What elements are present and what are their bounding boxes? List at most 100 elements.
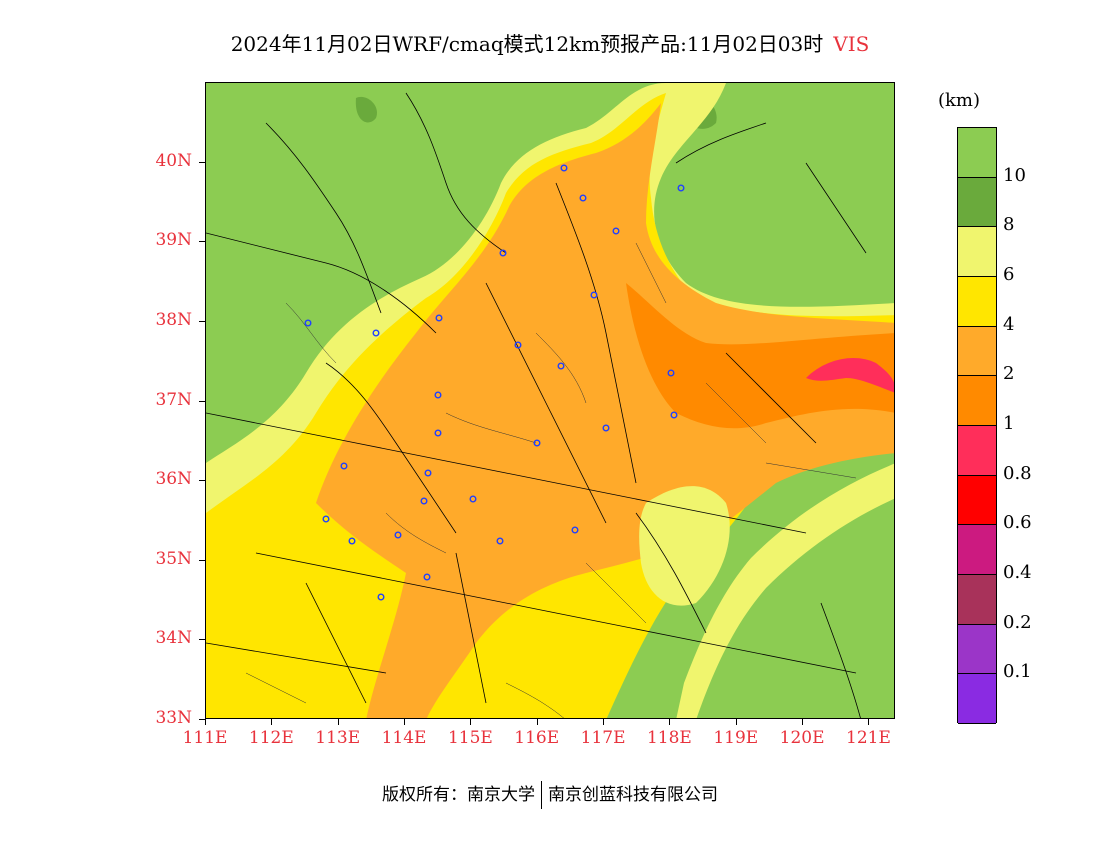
lat-label: 34N (155, 628, 192, 649)
city-marker (469, 495, 477, 503)
city-marker (435, 314, 443, 322)
city-marker (340, 462, 348, 470)
legend-swatch (958, 624, 996, 675)
lon-tick (404, 719, 406, 725)
city-marker (322, 515, 330, 523)
legend-swatch (958, 426, 996, 476)
lon-tick (271, 719, 273, 725)
lat-tick (199, 161, 205, 163)
lon-label: 121E (846, 728, 891, 748)
legend-swatch (958, 128, 996, 178)
lat-label: 35N (155, 548, 192, 569)
city-marker (514, 341, 522, 349)
legend-swatch (958, 177, 996, 228)
city-markers (304, 164, 685, 601)
legend-swatch (958, 575, 996, 625)
field-se-green (686, 484, 894, 718)
city-marker (670, 411, 678, 419)
city-marker (590, 291, 598, 299)
footer: 版权所有：南京大学 南京创蓝科技有限公司 (0, 780, 1100, 809)
city-marker (424, 469, 432, 477)
company-text: 南京创蓝科技有限公司 (548, 785, 718, 805)
city-marker (602, 424, 610, 432)
lat-tick (199, 241, 205, 243)
city-marker (571, 526, 579, 534)
city-marker (372, 329, 380, 337)
field-2km (316, 103, 894, 718)
lon-tick (337, 719, 339, 725)
city-marker (434, 391, 442, 399)
city-marker (533, 439, 541, 447)
lat-tick (199, 639, 205, 641)
color-legend (957, 127, 997, 724)
city-marker (579, 194, 587, 202)
legend-swatch (958, 674, 996, 724)
lat-label: 37N (155, 389, 192, 410)
legend-swatch (958, 525, 996, 575)
county-boundaries (245, 242, 857, 718)
lon-label: 115E (447, 728, 493, 748)
legend-unit: (km) (938, 90, 981, 111)
lon-tick (603, 719, 605, 725)
field-8km-north (355, 96, 377, 123)
legend-label: 4 (1003, 313, 1015, 335)
lat-tick (199, 480, 205, 482)
field-se-6km (676, 463, 894, 718)
lon-tick (802, 719, 804, 725)
city-marker (612, 227, 620, 235)
legend-swatch (958, 475, 996, 526)
city-marker (423, 573, 431, 581)
footer-separator (541, 781, 542, 809)
lon-label: 113E (315, 728, 361, 748)
lat-tick (199, 559, 205, 561)
lon-label: 116E (514, 728, 560, 748)
city-marker (434, 429, 442, 437)
lon-tick (868, 719, 870, 725)
legend-label: 1 (1003, 413, 1015, 434)
field-0.8km (806, 358, 894, 393)
legend-label: 0.8 (1003, 462, 1032, 484)
lat-tick (199, 320, 205, 322)
field-6km-interior (639, 486, 730, 606)
lat-label: 39N (155, 230, 192, 251)
city-marker (420, 497, 428, 505)
city-marker (377, 593, 385, 601)
legend-swatch (958, 326, 996, 377)
field-1km (626, 283, 894, 429)
lon-label: 118E (646, 728, 692, 748)
title-text: 2024年11月02日WRF/cmaq模式12km预报产品:11月02日03时 (230, 32, 824, 56)
lon-label: 119E (713, 728, 759, 748)
map-title: 2024年11月02日WRF/cmaq模式12km预报产品:11月02日03时 V… (0, 28, 1100, 57)
visibility-map (206, 83, 894, 718)
lon-label: 117E (580, 728, 626, 748)
legend-swatch (958, 227, 996, 277)
legend-label: 2 (1003, 363, 1015, 385)
city-marker (560, 164, 568, 172)
city-marker (667, 369, 675, 377)
lon-label: 114E (381, 728, 427, 748)
legend-label: 8 (1003, 214, 1015, 236)
lon-tick (205, 719, 206, 725)
copyright-text: 版权所有：南京大学 (382, 785, 535, 805)
lon-label: 111E (182, 728, 228, 748)
map-panel (205, 82, 895, 719)
legend-label: 6 (1003, 264, 1015, 285)
city-marker (348, 537, 356, 545)
legend-label: 0.2 (1003, 611, 1032, 633)
legend-label: 0.1 (1003, 661, 1032, 683)
lon-tick (470, 719, 472, 725)
legend-swatch (958, 376, 996, 426)
city-marker (304, 319, 312, 327)
lat-tick (199, 400, 205, 402)
legend-label: 10 (1003, 164, 1026, 186)
lat-label: 38N (155, 309, 192, 330)
lon-label: 120E (779, 728, 825, 748)
city-marker (677, 184, 685, 192)
city-marker (496, 537, 504, 545)
lon-tick (536, 719, 538, 725)
variable-label: VIS (833, 32, 870, 56)
legend-label: 0.6 (1003, 512, 1032, 534)
lat-label: 36N (155, 469, 192, 490)
lon-label: 112E (248, 728, 294, 748)
legend-label: 0.4 (1003, 562, 1032, 583)
